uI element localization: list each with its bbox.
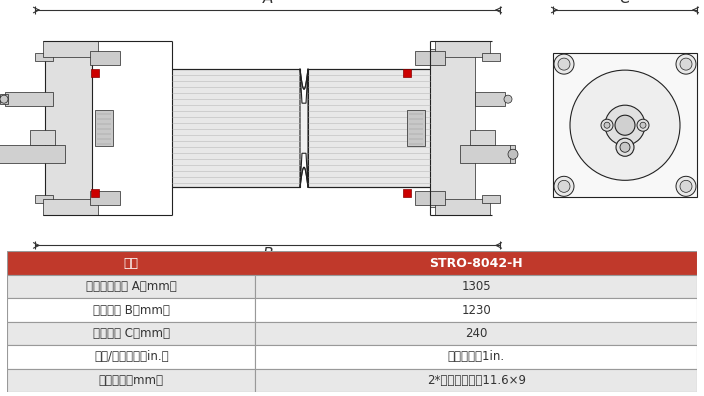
Circle shape — [605, 105, 645, 145]
Circle shape — [620, 142, 630, 152]
Circle shape — [601, 119, 613, 131]
Bar — [91, 189, 99, 197]
Bar — [256, 322, 697, 345]
Text: 1230: 1230 — [461, 304, 491, 316]
Bar — [7, 275, 256, 298]
Circle shape — [637, 119, 649, 131]
Bar — [415, 191, 445, 206]
Bar — [30, 130, 55, 145]
Bar — [0, 94, 8, 104]
Bar — [553, 53, 697, 197]
Bar — [91, 69, 99, 77]
Circle shape — [676, 54, 696, 74]
Bar — [256, 369, 697, 392]
Bar — [407, 110, 425, 146]
Text: 法兰间距 B（mm）: 法兰间距 B（mm） — [93, 304, 170, 316]
Circle shape — [0, 95, 1, 103]
Text: 法兰宽度 C（mm）: 法兰宽度 C（mm） — [93, 327, 170, 340]
Text: A: A — [263, 0, 272, 6]
Bar — [7, 298, 256, 322]
Text: 240: 240 — [465, 327, 487, 340]
Circle shape — [680, 180, 692, 192]
Bar — [95, 110, 113, 146]
Polygon shape — [300, 69, 308, 187]
Circle shape — [0, 95, 8, 103]
Bar — [90, 191, 120, 206]
Circle shape — [640, 122, 646, 128]
Text: 进水/浓水接口（in.）: 进水/浓水接口（in.） — [94, 350, 168, 364]
Circle shape — [508, 149, 518, 159]
Bar — [482, 195, 500, 204]
Circle shape — [615, 115, 635, 135]
Text: STRO-8042-H: STRO-8042-H — [429, 257, 523, 270]
Bar — [45, 53, 92, 204]
Circle shape — [558, 180, 570, 192]
Bar — [435, 41, 490, 57]
Bar — [7, 345, 256, 369]
Bar — [7, 322, 256, 345]
Bar — [0, 145, 65, 163]
Text: 1305: 1305 — [461, 280, 491, 293]
Bar — [7, 251, 697, 275]
Bar — [430, 49, 475, 208]
Text: 产水接口（mm）: 产水接口（mm） — [99, 374, 164, 387]
Bar — [403, 189, 411, 197]
Text: C: C — [620, 0, 630, 6]
Bar — [460, 145, 515, 163]
Bar — [35, 53, 53, 61]
Circle shape — [680, 58, 692, 70]
Bar — [43, 41, 98, 57]
Text: 卡箍式接口1in.: 卡箍式接口1in. — [448, 350, 505, 364]
Bar — [35, 195, 53, 204]
Text: B: B — [263, 248, 272, 263]
Circle shape — [676, 176, 696, 196]
Circle shape — [558, 58, 570, 70]
Bar — [415, 51, 445, 65]
Bar — [256, 345, 697, 369]
Bar — [435, 199, 490, 215]
Circle shape — [504, 95, 512, 103]
Bar — [256, 275, 697, 298]
Text: 2*软管快速接口11.6×9: 2*软管快速接口11.6×9 — [427, 374, 526, 387]
Bar — [256, 298, 697, 322]
Circle shape — [554, 176, 574, 196]
Bar — [5, 92, 53, 106]
Circle shape — [616, 138, 634, 156]
Circle shape — [570, 70, 680, 180]
Circle shape — [604, 122, 610, 128]
Bar — [470, 130, 495, 145]
Bar — [43, 199, 98, 215]
Bar — [308, 69, 430, 187]
Bar — [90, 51, 120, 65]
Bar — [475, 92, 505, 106]
Text: 膜组件拉杆长 A（mm）: 膜组件拉杆长 A（mm） — [86, 280, 177, 293]
Bar — [172, 69, 300, 187]
Text: 型号: 型号 — [124, 257, 139, 270]
Bar — [403, 69, 411, 77]
Bar — [482, 53, 500, 61]
Circle shape — [554, 54, 574, 74]
Bar — [7, 369, 256, 392]
